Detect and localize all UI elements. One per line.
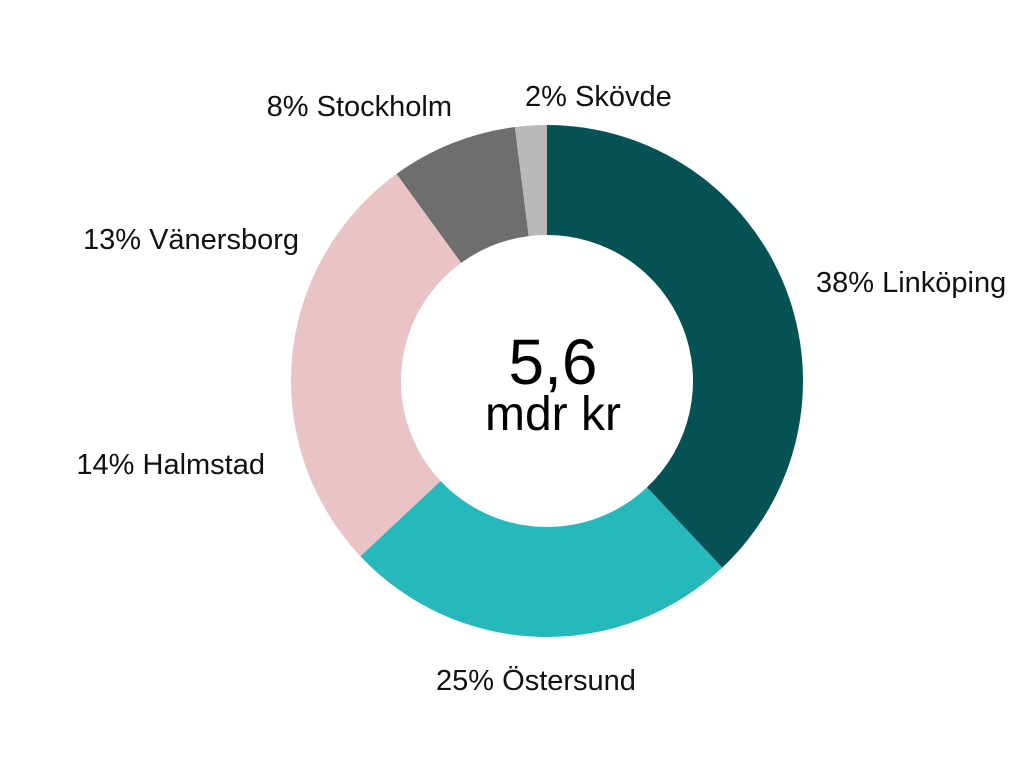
donut-slice-2 [291,348,441,557]
donut-slices [291,125,803,638]
donut-slice-0 [547,125,803,568]
slice-labels: 38% Linköping 25% Östersund 14% Halmstad… [76,81,1006,697]
label-ostersund: 25% Östersund [436,665,636,697]
donut-slice-3 [293,173,462,363]
donut-slice-4 [396,127,529,263]
center-unit: mdr kr [485,388,621,441]
label-stockholm: 8% Stockholm [267,91,452,123]
center-total: 5,6 mdr kr [485,326,621,441]
label-vanersborg: 13% Vänersborg [83,224,299,256]
donut-slice-5 [514,125,547,237]
center-value: 5,6 [509,326,598,398]
label-linkoping: 38% Linköping [816,267,1006,299]
label-halmstad: 14% Halmstad [76,449,265,481]
donut-slice-1 [360,480,723,638]
label-skovde: 2% Skövde [525,81,672,113]
